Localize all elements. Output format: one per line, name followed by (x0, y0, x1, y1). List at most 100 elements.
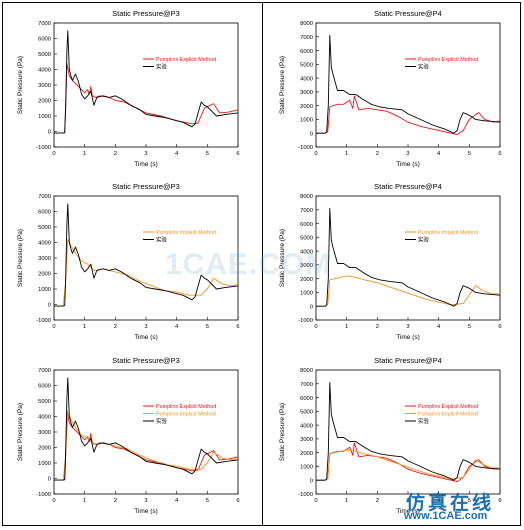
x-tick-label: 0 (314, 151, 317, 157)
x-tick-label: 2 (376, 324, 379, 330)
y-axis-label: Static Pressure (Pa) (279, 229, 286, 287)
watermark-text: 1CAE.COM (165, 248, 332, 281)
plot-area-frame (53, 369, 239, 495)
series-line-1 (54, 412, 239, 481)
series-line-1 (316, 449, 500, 481)
y-tick-label: 1000 (300, 118, 313, 124)
legend-label: 实验 (156, 63, 167, 71)
y-tick-label: 1000 (300, 465, 313, 471)
y-tick-label: 8000 (300, 368, 313, 374)
chart-p4-both: Static Pressure@P4-100001000200030004000… (279, 356, 502, 515)
y-tick-label: 6000 (300, 49, 313, 55)
y-axis-label: Static Pressure (Pa) (17, 56, 24, 114)
x-tick-label: 1 (83, 324, 86, 330)
x-tick-label: 0 (314, 498, 317, 504)
x-tick-label: 1 (83, 498, 86, 504)
chart-p3-implicit: Static Pressure@P3-100001000200030004000… (17, 182, 240, 341)
plot-area-frame (315, 369, 501, 495)
y-tick-label: 7000 (38, 368, 51, 374)
series-line-2 (316, 381, 501, 481)
x-tick-label: 1 (345, 151, 348, 157)
series-line-1 (316, 207, 501, 307)
y-tick-label: 5000 (300, 63, 313, 69)
x-axis-label: Time (s) (134, 508, 158, 515)
y-tick-label: 3000 (38, 83, 51, 89)
x-tick-label: 5 (206, 324, 209, 330)
y-tick-label: 1000 (38, 114, 51, 120)
plot-area-frame (53, 22, 239, 148)
y-tick-label: 6000 (38, 384, 51, 390)
y-tick-label: 3000 (300, 90, 313, 96)
y-tick-label: 7000 (38, 194, 51, 200)
y-tick-label: 0 (310, 131, 313, 137)
y-tick-label: 7000 (300, 208, 313, 214)
legend-label: 实验 (418, 417, 429, 425)
x-tick-label: 2 (114, 498, 117, 504)
y-tick-label: 4000 (38, 241, 51, 247)
legend-label: Pumplinx Implicit Method (156, 230, 216, 236)
x-tick-label: 3 (144, 498, 147, 504)
x-tick-label: 2 (114, 151, 117, 157)
plot-area-frame (315, 22, 501, 148)
chart-title: Static Pressure@P4 (374, 182, 442, 191)
y-tick-label: 0 (310, 304, 313, 310)
y-tick-label: 5000 (38, 52, 51, 58)
y-tick-label: 5000 (38, 225, 51, 231)
x-tick-label: 3 (406, 498, 409, 504)
x-axis-label: Time (s) (396, 334, 420, 341)
series-line-2 (54, 377, 239, 481)
y-tick-label: 3000 (300, 437, 313, 443)
y-tick-label: 0 (310, 478, 313, 484)
x-tick-label: 2 (376, 151, 379, 157)
site-logo: 仿真在线 www.1CAE.com (400, 488, 520, 526)
x-tick-label: 4 (437, 498, 441, 504)
x-tick-label: 4 (437, 151, 441, 157)
x-tick-label: 6 (498, 324, 501, 330)
legend-label: 实验 (156, 236, 167, 244)
legend-label: Pumplinx Implicit Method (418, 412, 478, 418)
plot-area-frame (315, 195, 501, 321)
y-tick-label: 7000 (300, 35, 313, 41)
chart-title: Static Pressure@P3 (112, 182, 180, 191)
x-tick-label: 3 (406, 151, 409, 157)
y-tick-label: 7000 (38, 21, 51, 27)
legend-label: 实验 (418, 236, 429, 244)
column-divider (262, 2, 263, 526)
y-tick-label: -1000 (298, 318, 313, 324)
y-tick-label: 4000 (300, 249, 313, 255)
legend-label: Pumplinx Explicit Method (418, 404, 478, 410)
chart-title: Static Pressure@P4 (374, 9, 442, 18)
x-tick-label: 0 (52, 498, 55, 504)
x-tick-label: 5 (468, 498, 471, 504)
x-axis-label: Time (s) (134, 161, 158, 168)
y-axis-label: Static Pressure (Pa) (279, 56, 286, 114)
x-tick-label: 5 (206, 498, 209, 504)
x-tick-label: 6 (236, 498, 239, 504)
x-tick-label: 6 (498, 151, 501, 157)
series-line-1 (316, 34, 501, 134)
y-tick-label: 2000 (38, 99, 51, 105)
x-tick-label: 2 (376, 498, 379, 504)
legend-label: Pumplinx Explicit Method (156, 404, 216, 410)
y-tick-label: -1000 (36, 492, 51, 498)
x-tick-label: 4 (175, 151, 179, 157)
legend-label: Pumplinx Explicit Method (418, 57, 478, 63)
legend-label: Pumplinx Explicit Method (156, 57, 216, 63)
chart-p3-both: Static Pressure@P3-100001000200030004000… (17, 356, 240, 515)
x-axis-label: Time (s) (396, 161, 420, 168)
chart-title: Static Pressure@P4 (374, 356, 442, 365)
chart-title: Static Pressure@P3 (112, 356, 180, 365)
y-tick-label: -1000 (298, 145, 313, 151)
y-tick-label: -1000 (36, 318, 51, 324)
y-tick-label: 5000 (38, 399, 51, 405)
x-tick-label: 0 (52, 324, 55, 330)
y-tick-label: 2000 (38, 446, 51, 452)
y-tick-label: 1000 (38, 287, 51, 293)
x-axis-label: Time (s) (134, 334, 158, 341)
y-tick-label: 6000 (300, 222, 313, 228)
x-tick-label: 5 (468, 324, 471, 330)
y-tick-label: 2000 (300, 277, 313, 283)
x-tick-label: 4 (175, 498, 179, 504)
y-tick-label: 2000 (300, 451, 313, 457)
